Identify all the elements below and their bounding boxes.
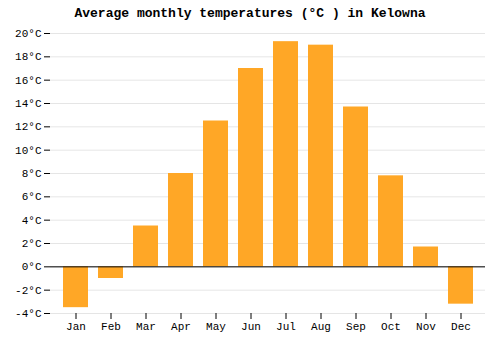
svg-text:18°C: 18°C <box>15 51 42 63</box>
svg-text:Mar: Mar <box>136 321 156 333</box>
svg-text:10°C: 10°C <box>15 145 42 157</box>
svg-text:12°C: 12°C <box>15 121 42 133</box>
svg-text:4°C: 4°C <box>22 215 42 227</box>
html-text:Average monthly temperatures (: Average monthly temperatures (°C ) in Ke… <box>74 6 426 21</box>
svg-text:Jul: Jul <box>276 321 296 333</box>
svg-text:Sep: Sep <box>346 321 366 333</box>
svg-text:20°C: 20°C <box>15 28 42 40</box>
svg-text:Jun: Jun <box>241 321 261 333</box>
svg-text:Dec: Dec <box>451 321 471 333</box>
svg-text:6°C: 6°C <box>22 191 42 203</box>
svg-text:-2°C: -2°C <box>15 285 42 297</box>
svg-text:Jan: Jan <box>66 321 86 333</box>
svg-text:8°C: 8°C <box>22 168 42 180</box>
svg-text:14°C: 14°C <box>15 98 42 110</box>
svg-text:2°C: 2°C <box>22 238 42 250</box>
svg-text:Aug: Aug <box>311 321 331 333</box>
svg-text:Feb: Feb <box>101 321 121 333</box>
svg-text:May: May <box>206 321 226 333</box>
svg-text:Apr: Apr <box>171 321 191 333</box>
svg-text:Nov: Nov <box>416 321 436 333</box>
svg-text:-4°C: -4°C <box>15 308 42 320</box>
svg-text:0°C: 0°C <box>22 261 42 273</box>
svg-text:Oct: Oct <box>381 321 401 333</box>
svg-text:16°C: 16°C <box>15 75 42 87</box>
